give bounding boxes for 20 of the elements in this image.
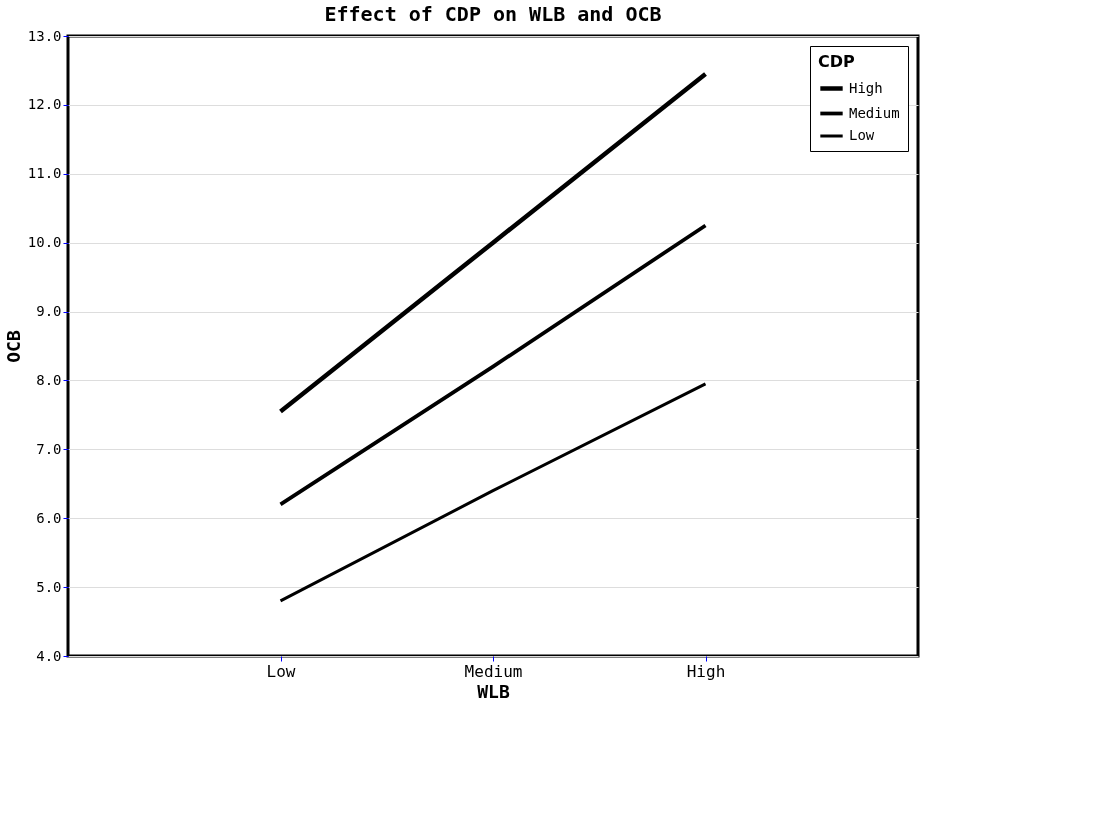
legend-label: High bbox=[849, 79, 883, 96]
legend-title: CDP bbox=[818, 52, 856, 71]
chart-title: Effect of CDP on WLB and OCB bbox=[324, 2, 662, 26]
x-tick-label: Low bbox=[266, 661, 296, 681]
y-tick-label: 6.0 bbox=[36, 509, 62, 526]
legend-label: Medium bbox=[849, 104, 900, 121]
y-tick-label: 5.0 bbox=[36, 578, 62, 595]
legend-label: Low bbox=[849, 127, 875, 143]
y-tick-label: 4.0 bbox=[36, 647, 62, 664]
y-tick-label: 13.0 bbox=[27, 27, 62, 44]
x-tick-label: Medium bbox=[464, 661, 523, 681]
y-axis-title: OCB bbox=[2, 330, 24, 363]
y-tick-label: 10.0 bbox=[27, 234, 62, 251]
y-tick-label: 12.0 bbox=[27, 96, 62, 113]
y-tick-label: 11.0 bbox=[27, 165, 62, 182]
x-axis-title: WLB bbox=[477, 680, 510, 702]
x-tick-label: High bbox=[686, 661, 726, 681]
y-tick-label: 7.0 bbox=[36, 440, 62, 457]
y-tick-label: 8.0 bbox=[36, 371, 62, 388]
y-tick-label: 9.0 bbox=[36, 303, 62, 320]
